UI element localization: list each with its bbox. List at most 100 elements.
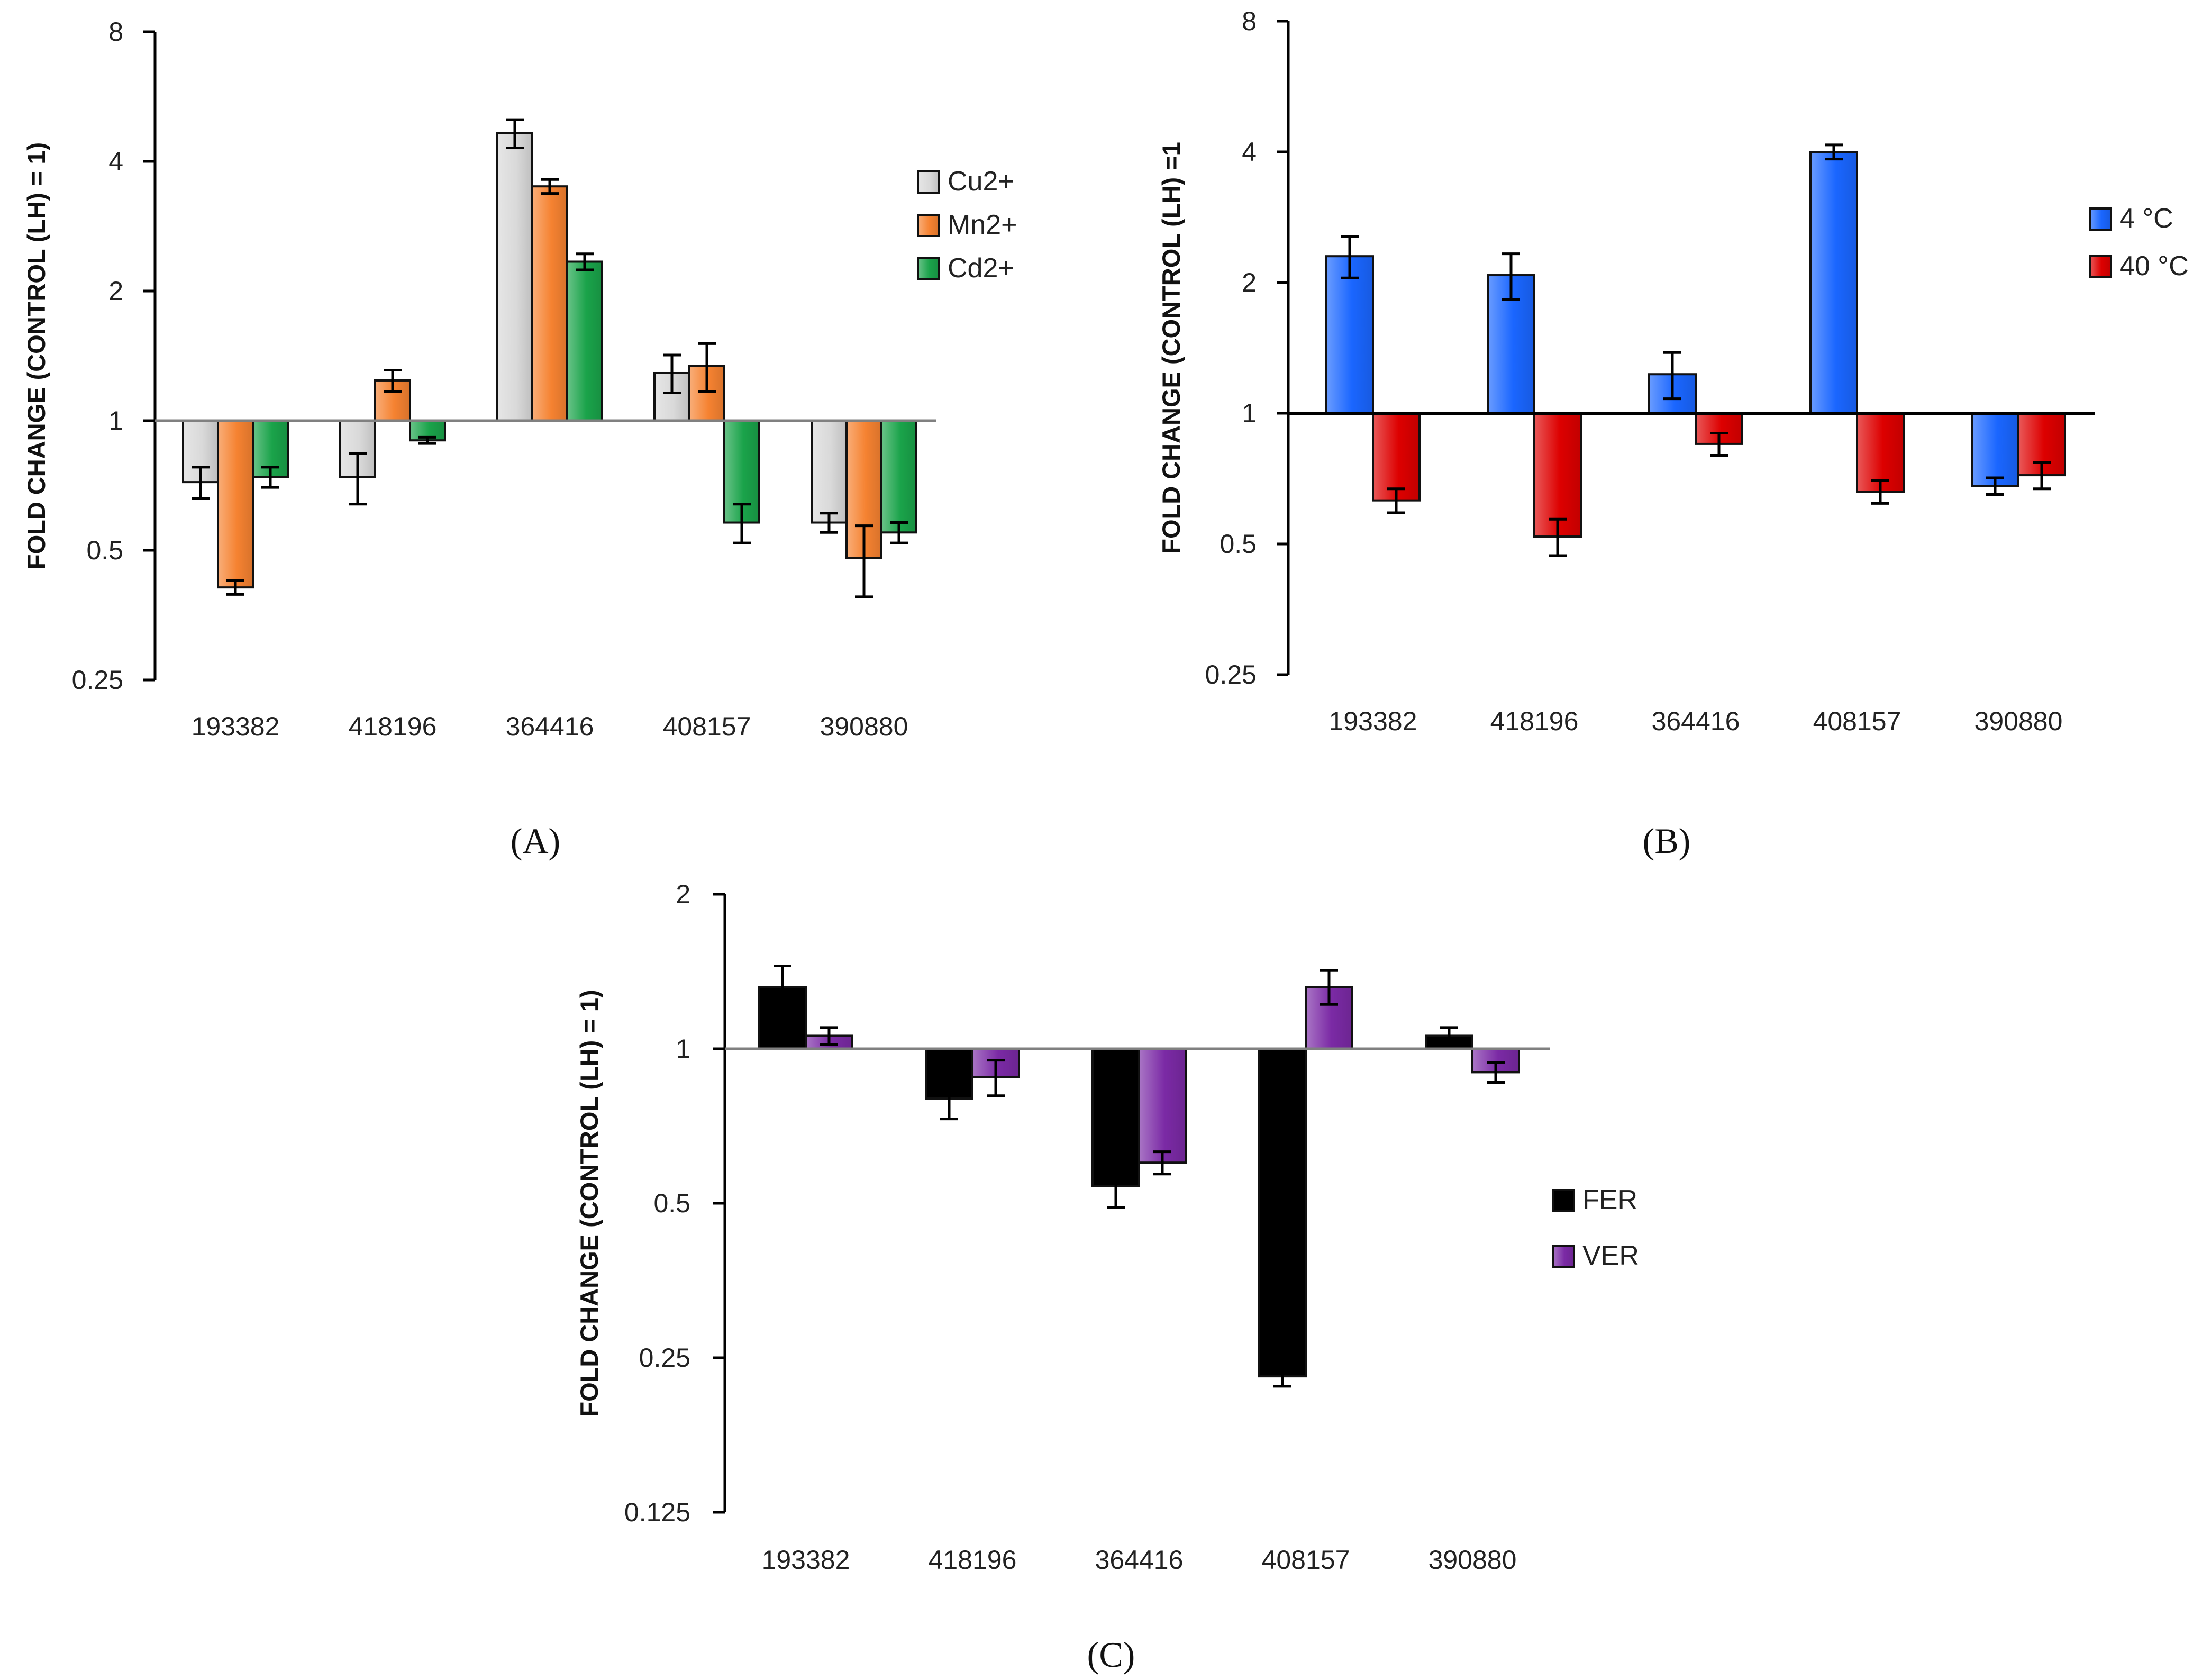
error-bar — [820, 1026, 838, 1046]
error-bar — [576, 252, 594, 271]
legend-label: 4 °C — [2119, 203, 2173, 234]
error-bar — [1153, 1150, 1171, 1176]
error-bar — [541, 178, 559, 195]
x-tick-label: 193382 — [762, 1545, 850, 1575]
y-tick-label: 0.25 — [72, 665, 123, 695]
y-tick-label: 0.25 — [1205, 660, 1257, 689]
x-tick-label: 193382 — [192, 712, 280, 741]
x-tick-label: 418196 — [1490, 706, 1579, 736]
error-bar — [1871, 479, 1889, 505]
error-bar — [890, 521, 908, 544]
panel-b: 0.25 0.5 1 2 4 8 FOLD CHANGE (CONTROL (LH) =1 1… — [1157, 6, 2189, 861]
legend-swatch — [2089, 207, 2112, 231]
x-tick-label: 364416 — [1095, 1545, 1184, 1575]
bar-ver-364416 — [1138, 1048, 1187, 1164]
error-bar — [1273, 1365, 1291, 1388]
legend-swatch — [2089, 255, 2112, 278]
bar-40c-418196 — [1533, 412, 1582, 538]
panel-c: 0.125 0.25 0.5 1 2 FOLD CHANGE (CONTROL (LH) … — [575, 879, 1639, 1675]
legend-swatch — [1552, 1245, 1575, 1268]
panel-label: (C) — [1087, 1634, 1135, 1675]
y-tick-label: 0.5 — [653, 1188, 690, 1218]
error-bar — [1487, 1061, 1505, 1084]
bar-cd2-390880 — [880, 420, 917, 534]
y-tick-label: 4 — [1242, 137, 1257, 167]
bar-4c-408157 — [1809, 151, 1858, 414]
y-tick-label: 1 — [676, 1034, 690, 1064]
error-bar — [1320, 969, 1338, 1006]
legend-label: FER — [1582, 1185, 1637, 1215]
x-tick-label: 390880 — [820, 712, 908, 741]
y-axis-title: FOLD CHANGE (CONTROL (LH) = 1) — [22, 142, 50, 569]
bar-cd2-364416 — [566, 260, 603, 422]
error-bar — [663, 353, 681, 395]
y-tick-label: 0.25 — [639, 1343, 690, 1373]
error-bar — [261, 466, 279, 489]
y-tick-label: 1 — [1242, 398, 1257, 428]
legend-label: Mn2+ — [948, 210, 1017, 240]
bar-40c-408157 — [1856, 412, 1905, 493]
error-bar — [2033, 461, 2051, 491]
bar-cu2-390880 — [811, 420, 848, 524]
error-bar — [384, 369, 402, 393]
bar-fer-408157 — [1258, 1048, 1307, 1378]
x-tick-label: 193382 — [1329, 706, 1417, 736]
error-bar — [192, 466, 210, 500]
error-bar — [1107, 1165, 1125, 1210]
y-tick-label: 2 — [108, 276, 123, 306]
x-tick-label: 390880 — [1974, 706, 2063, 736]
bar-mn2-193382 — [217, 420, 254, 589]
x-tick-label: 408157 — [1262, 1545, 1350, 1575]
x-tick-label: 364416 — [1652, 706, 1740, 736]
legend-swatch — [917, 214, 940, 237]
legend-swatch — [917, 257, 940, 280]
y-tick-label: 2 — [676, 879, 690, 909]
error-bar — [418, 435, 436, 445]
y-tick-label: 0.5 — [86, 535, 123, 565]
error-bar — [774, 964, 791, 1012]
bar-40c-193382 — [1372, 412, 1421, 502]
panel-a: 0.25 0.5 1 2 4 8 FOLD CHANGE (CONTROL (LH) = 1… — [22, 17, 1017, 861]
error-bar — [698, 342, 716, 393]
y-tick-label: 4 — [108, 147, 123, 176]
panel-label: (B) — [1643, 821, 1691, 861]
panel-label: (A) — [511, 821, 560, 861]
legend-label: VER — [1582, 1240, 1639, 1271]
y-tick-label: 2 — [1242, 268, 1257, 297]
x-tick-label: 418196 — [349, 712, 437, 741]
error-bar — [1986, 476, 2004, 496]
x-tick-label: 364416 — [506, 712, 594, 741]
error-bar — [820, 512, 838, 534]
error-bar — [1387, 487, 1405, 514]
legend-label: Cu2+ — [948, 166, 1014, 197]
x-tick-label: 418196 — [929, 1545, 1017, 1575]
y-tick-label: 0.125 — [624, 1497, 690, 1527]
error-bar — [226, 579, 244, 596]
error-bar — [1663, 351, 1681, 401]
bar-cu2-364416 — [496, 132, 533, 422]
x-tick-label: 390880 — [1428, 1545, 1517, 1575]
error-bar — [1440, 1026, 1458, 1046]
x-tick-label: 408157 — [1813, 706, 1901, 736]
error-bar — [1341, 235, 1359, 279]
legend-swatch — [917, 170, 940, 194]
bar-4c-193382 — [1325, 255, 1374, 414]
y-tick-label: 8 — [1242, 6, 1257, 36]
y-axis-title: FOLD CHANGE (CONTROL (LH) =1 — [1157, 142, 1185, 554]
error-bar — [506, 118, 524, 149]
error-bar — [733, 503, 751, 544]
y-tick-label: 0.5 — [1220, 529, 1257, 559]
y-axis-title: FOLD CHANGE (CONTROL (LH) = 1) — [575, 989, 603, 1416]
bar-mn2-364416 — [531, 185, 568, 422]
error-bar — [987, 1059, 1005, 1097]
error-bar — [1825, 143, 1843, 161]
error-bar — [1549, 517, 1567, 557]
legend-label: Cd2+ — [948, 253, 1014, 284]
bar-4c-390880 — [1971, 412, 2019, 487]
error-bar — [1710, 432, 1728, 457]
y-tick-label: 1 — [108, 406, 123, 435]
y-tick-label: 8 — [108, 17, 123, 47]
x-tick-label: 408157 — [663, 712, 751, 741]
legend-swatch — [1552, 1189, 1575, 1212]
